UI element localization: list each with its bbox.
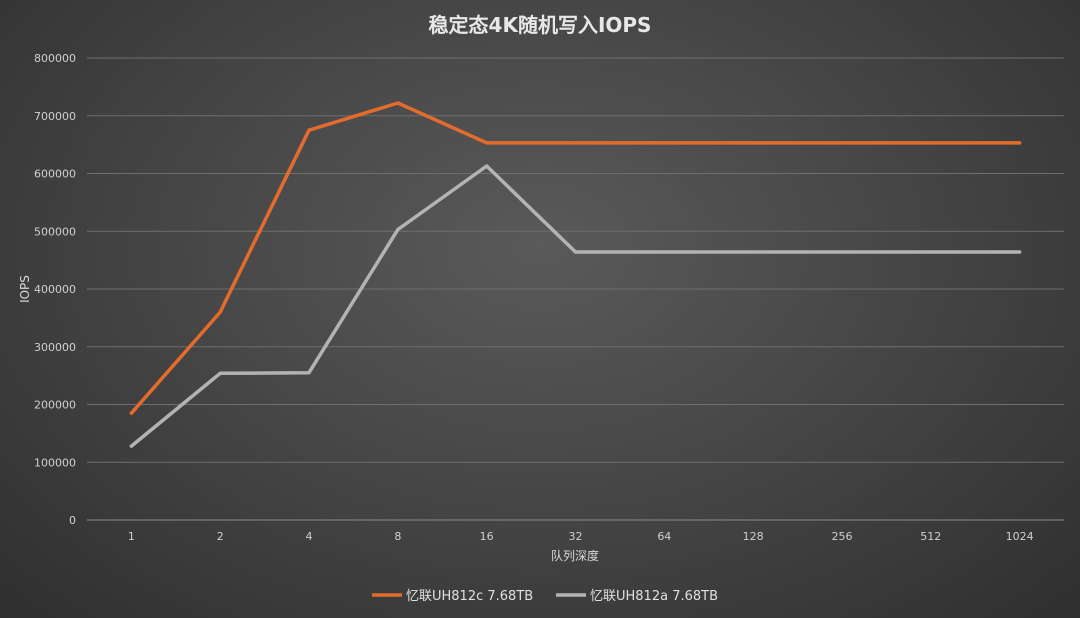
y-tick-label: 100000 (34, 456, 76, 469)
y-tick-label: 200000 (34, 399, 76, 412)
gridlines (87, 57, 1064, 521)
series-line-0 (129, 101, 1022, 415)
y-tick-label: 500000 (34, 225, 76, 238)
x-axis-title: 队列深度 (551, 548, 599, 563)
data-point (573, 141, 578, 145)
y-tick-label: 300000 (34, 341, 76, 354)
x-tick-label: 1024 (1006, 530, 1034, 543)
chart-title: 稳定态4K随机写入IOPS (429, 13, 652, 37)
data-point (929, 141, 933, 145)
x-tick-label: 2 (217, 530, 224, 543)
x-tick-label: 256 (831, 530, 852, 543)
data-point (218, 371, 222, 375)
data-point (307, 128, 311, 132)
y-axis-ticks: 0 100000 200000 300000 400000 500000 600000 700… (34, 52, 76, 527)
x-tick-label: 4 (306, 530, 313, 543)
legend: 忆联UH812c 7.68TB 忆联UH812a 7.68TB (372, 588, 718, 604)
data-point (307, 371, 311, 375)
data-point (129, 444, 134, 448)
data-point (129, 411, 134, 415)
x-tick-label: 512 (920, 530, 941, 543)
data-point (1017, 250, 1022, 254)
data-point (751, 141, 755, 145)
x-tick-label: 64 (657, 530, 671, 543)
y-tick-label: 800000 (34, 52, 76, 65)
data-point (662, 250, 666, 254)
y-tick-label: 600000 (34, 168, 76, 181)
data-point (573, 250, 578, 254)
data-point (662, 141, 666, 145)
y-axis-title: IOPS (18, 275, 32, 303)
x-tick-label: 1 (128, 530, 135, 543)
x-axis-ticks: 1 2 4 8 16 32 64 128 256 512 1024 (128, 530, 1034, 543)
series-lines (129, 101, 1022, 448)
x-tick-label: 16 (480, 530, 494, 543)
data-point (218, 310, 222, 314)
legend-label-0: 忆联UH812c 7.68TB (406, 588, 533, 604)
data-point (840, 141, 844, 145)
x-tick-label: 32 (569, 530, 583, 543)
data-point (1017, 141, 1022, 145)
y-tick-label: 0 (69, 514, 76, 527)
data-point (396, 227, 400, 232)
data-point (485, 141, 489, 145)
legend-label-1: 忆联UH812a 7.68TB (590, 588, 718, 604)
data-point (840, 250, 844, 254)
x-tick-label: 128 (743, 530, 764, 543)
x-tick-label: 8 (394, 530, 401, 543)
data-point (751, 250, 755, 254)
data-point (396, 101, 400, 105)
y-tick-label: 400000 (34, 283, 76, 296)
data-point (485, 164, 489, 168)
y-tick-label: 700000 (34, 110, 76, 123)
data-point (929, 250, 933, 254)
